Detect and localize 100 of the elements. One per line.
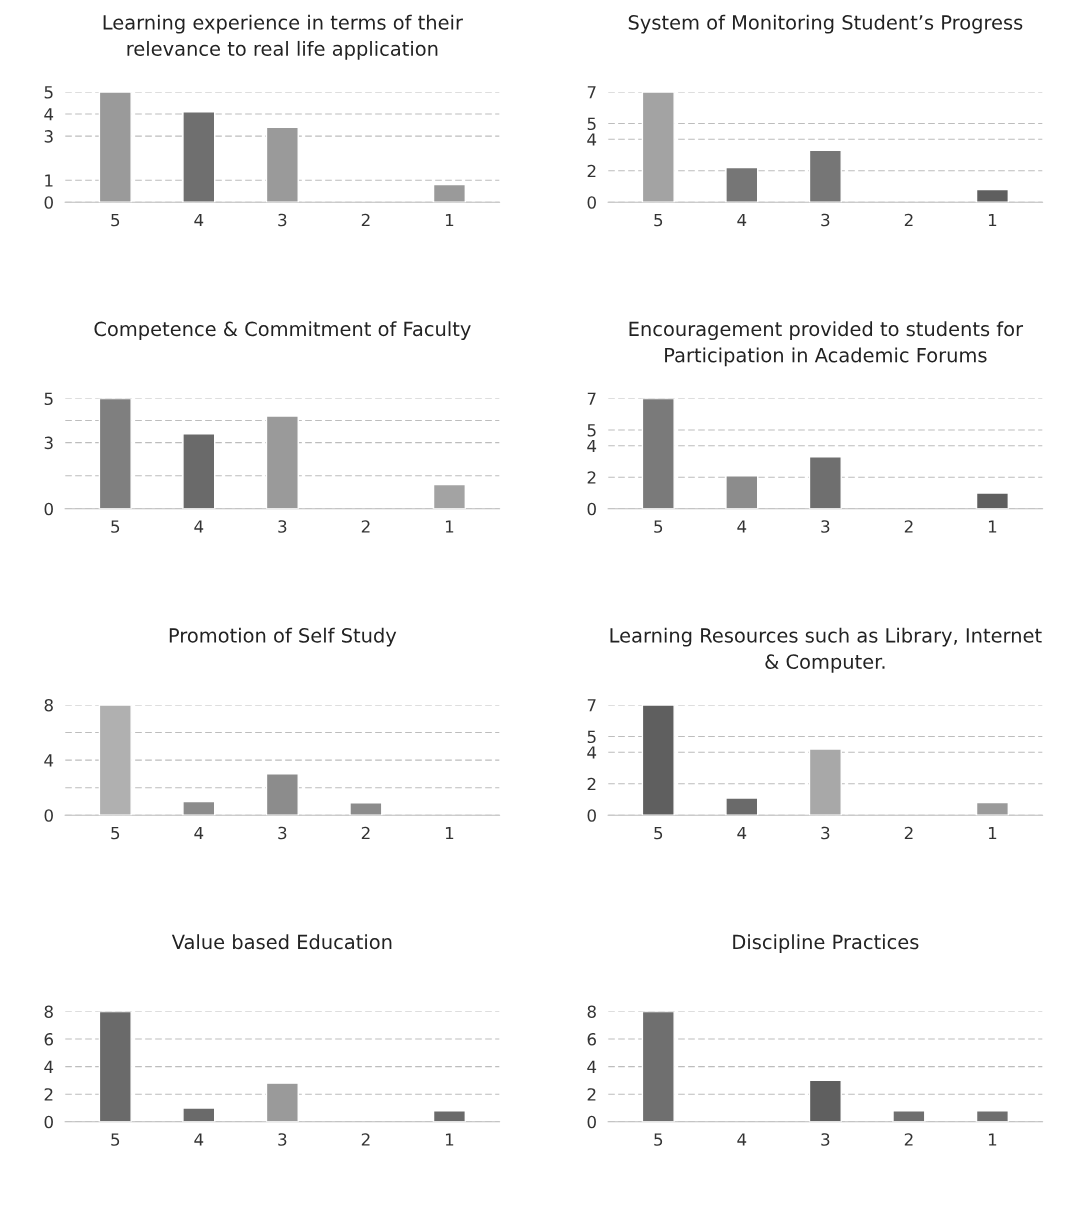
y-tick-label: 4 [587, 439, 597, 453]
y-tick-label: 3 [44, 130, 53, 143]
x-tick-label: 1 [445, 826, 454, 840]
y-tick-label: 7 [587, 392, 596, 405]
x-tick-label: 3 [821, 213, 830, 227]
x-tick-label: 5 [111, 213, 120, 227]
x-tick-label: 1 [988, 520, 997, 533]
x-tick-label: 5 [654, 1133, 663, 1146]
y-tick-label: 3 [44, 436, 53, 450]
x-tick-label: 5 [654, 826, 663, 840]
y-tick-label: 0 [44, 1115, 53, 1129]
x-tick-label: 2 [361, 213, 370, 227]
bar [98, 704, 132, 816]
y-tick-label: 0 [587, 502, 596, 516]
y-tick-label: 5 [587, 424, 596, 437]
bar [975, 1110, 1010, 1122]
bar [641, 91, 675, 203]
chart-title: Value based Education [171, 934, 392, 950]
x-tick-label: 4 [737, 1133, 747, 1146]
y-tick-label: 2 [587, 777, 596, 791]
y-tick-label: 4 [44, 1060, 54, 1073]
x-tick-label: 4 [194, 213, 204, 227]
x-tick-label: 2 [904, 1133, 913, 1146]
y-tick-label: 0 [44, 196, 53, 209]
bar [892, 1110, 926, 1122]
x-tick-label: 3 [821, 826, 830, 840]
bar [265, 126, 299, 203]
y-tick-label: 6 [44, 1033, 53, 1046]
y-tick-label: 8 [44, 698, 53, 712]
x-tick-label: 4 [737, 520, 747, 533]
chart-title: Competence & Commitment of Faculty [94, 321, 471, 341]
y-tick-label: 0 [44, 502, 53, 516]
bar [725, 166, 759, 203]
chart-title: Learning Resources such as Library, Internet & Computer. [610, 627, 1042, 673]
x-tick-label: 4 [194, 1133, 204, 1146]
bar [808, 149, 842, 203]
bar [265, 1082, 299, 1122]
bar [725, 474, 759, 509]
chart-title: Discipline Practices [733, 934, 919, 954]
y-tick-label: 5 [587, 730, 596, 744]
y-tick-label: 4 [587, 1060, 597, 1073]
x-tick-label: 3 [278, 213, 287, 227]
y-tick-label: 4 [587, 746, 597, 759]
y-tick-label: 8 [44, 1005, 53, 1019]
bar [975, 801, 1010, 816]
x-tick-label: 5 [111, 826, 120, 840]
x-tick-label: 4 [194, 520, 204, 533]
x-tick-label: 1 [445, 213, 454, 227]
x-tick-label: 1 [988, 213, 997, 227]
chart-title: Learning experience in terms of their relevance to real life application [103, 14, 463, 60]
y-tick-label: 0 [587, 1115, 596, 1129]
bar [975, 492, 1010, 509]
bar [975, 188, 1010, 203]
bar [641, 1011, 675, 1122]
x-tick-label: 1 [988, 826, 997, 840]
x-tick-label: 4 [737, 213, 747, 227]
bar [808, 456, 842, 509]
bar [725, 797, 759, 816]
y-tick-label: 0 [587, 809, 596, 822]
x-tick-label: 2 [361, 826, 370, 840]
x-tick-label: 2 [904, 520, 913, 533]
bar [98, 398, 132, 509]
y-tick-label: 8 [587, 1005, 596, 1019]
bar [265, 415, 299, 509]
y-tick-label: 4 [44, 108, 54, 121]
chart-title: System of Monitoring Student’s Progress [628, 14, 1023, 34]
x-tick-label: 5 [111, 1133, 120, 1146]
bar [349, 802, 383, 816]
x-tick-label: 2 [361, 1133, 370, 1146]
bar [98, 1011, 132, 1122]
x-tick-label: 3 [278, 520, 287, 533]
y-tick-label: 2 [587, 471, 596, 484]
y-tick-label: 2 [587, 1088, 596, 1101]
y-tick-label: 0 [587, 196, 596, 209]
y-tick-label: 2 [44, 1088, 53, 1101]
x-tick-label: 1 [445, 1133, 454, 1146]
bar [98, 91, 132, 203]
x-tick-label: 1 [988, 1133, 997, 1146]
bar [432, 183, 467, 203]
bar [808, 748, 842, 816]
x-tick-label: 2 [904, 826, 913, 840]
bar [182, 111, 216, 203]
y-tick-label: 5 [587, 117, 596, 131]
x-tick-label: 1 [445, 520, 454, 533]
y-tick-label: 1 [45, 174, 53, 187]
y-tick-label: 7 [587, 699, 596, 712]
x-tick-label: 3 [278, 826, 287, 840]
bar [182, 1107, 216, 1122]
x-tick-label: 5 [111, 520, 120, 533]
x-tick-label: 5 [654, 213, 663, 227]
y-tick-label: 7 [587, 86, 596, 99]
chart-title: Promotion of Self Study [169, 627, 397, 647]
y-tick-label: 5 [44, 392, 53, 406]
x-tick-label: 4 [194, 826, 204, 840]
bar [808, 1079, 842, 1122]
y-tick-label: 4 [44, 754, 54, 767]
x-tick-label: 3 [278, 1133, 287, 1146]
bar [641, 398, 675, 509]
chart-title: Encouragement provided to students for Participation in Academic Forums [629, 321, 1024, 367]
bar [182, 800, 216, 816]
